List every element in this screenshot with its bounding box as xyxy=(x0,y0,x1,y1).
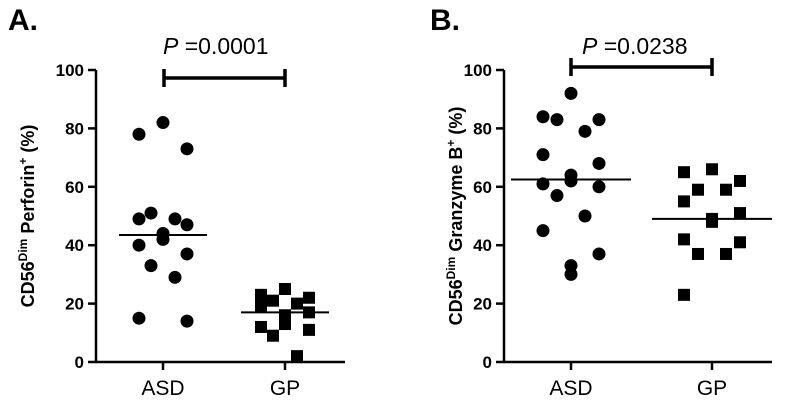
data-point xyxy=(720,183,732,196)
data-point xyxy=(692,183,704,196)
data-point xyxy=(132,238,146,252)
data-point xyxy=(291,350,303,363)
data-point xyxy=(564,267,578,281)
data-point xyxy=(720,247,732,260)
y-tick-label: 0 xyxy=(75,353,84,372)
data-point xyxy=(550,113,564,127)
data-point xyxy=(550,189,564,203)
data-point xyxy=(180,314,194,328)
data-point xyxy=(592,180,606,194)
data-point xyxy=(536,177,550,191)
y-axis-label: CD56Dim Perforin+ (%) xyxy=(16,125,38,308)
data-point xyxy=(678,288,690,301)
y-tick-label: 80 xyxy=(473,119,492,138)
p-value-label: P =0.0001 xyxy=(163,33,269,59)
y-tick-label: 40 xyxy=(473,236,492,255)
data-point xyxy=(678,233,690,246)
data-point xyxy=(303,323,315,336)
y-tick-label: 100 xyxy=(56,61,84,80)
data-point xyxy=(536,224,550,238)
data-point xyxy=(592,247,606,261)
y-tick-label: 60 xyxy=(473,178,492,197)
data-point xyxy=(734,207,746,220)
data-point xyxy=(156,116,170,130)
y-tick-label: 20 xyxy=(473,295,492,314)
x-category-label: GP xyxy=(270,377,300,400)
data-point xyxy=(168,270,182,284)
data-point xyxy=(692,247,704,260)
data-point xyxy=(255,288,267,301)
data-point xyxy=(255,320,267,333)
data-point xyxy=(144,206,158,220)
data-point xyxy=(180,247,194,261)
data-point xyxy=(592,156,606,170)
data-point xyxy=(180,218,194,232)
data-point xyxy=(156,232,170,246)
x-category-label: ASD xyxy=(549,377,592,400)
data-point xyxy=(132,127,146,141)
panel-1: A. 0 20 40 60 80 100 ASD GP CD56Dim Perforin+ (%)… xyxy=(8,4,345,400)
data-point xyxy=(180,142,194,156)
data-point xyxy=(734,174,746,187)
data-point xyxy=(578,209,592,223)
data-point xyxy=(578,124,592,138)
y-tick-label: 20 xyxy=(65,295,84,314)
data-point xyxy=(132,311,146,325)
data-point xyxy=(564,174,578,188)
panel-letter: B. xyxy=(430,4,460,37)
y-tick-label: 80 xyxy=(65,119,84,138)
data-point xyxy=(267,329,279,342)
data-point xyxy=(303,291,315,304)
data-point xyxy=(168,212,182,226)
data-point xyxy=(132,212,146,226)
data-point xyxy=(291,297,303,310)
y-axis-label: CD56Dim Granzyme B+ (%) xyxy=(444,107,466,326)
p-value-label: P =0.0238 xyxy=(582,33,688,59)
data-point xyxy=(536,110,550,124)
data-point xyxy=(678,195,690,208)
data-point xyxy=(255,300,267,313)
data-point xyxy=(279,318,291,331)
y-tick-label: 100 xyxy=(464,61,492,80)
x-category-label: ASD xyxy=(141,377,184,400)
panel-2: B. 0 20 40 60 80 100 ASD GP CD56Dim Granzyme B+ (… xyxy=(430,4,772,400)
data-point xyxy=(678,166,690,179)
data-point xyxy=(536,148,550,162)
data-point xyxy=(592,113,606,127)
y-tick-label: 40 xyxy=(65,236,84,255)
y-tick-label: 60 xyxy=(65,178,84,197)
data-point xyxy=(706,163,718,176)
data-point xyxy=(734,236,746,249)
panel-letter: A. xyxy=(8,4,38,37)
data-point xyxy=(144,259,158,273)
data-point xyxy=(706,215,718,228)
data-point xyxy=(267,294,279,307)
data-point xyxy=(279,283,291,295)
data-point xyxy=(564,86,578,100)
y-tick-label: 0 xyxy=(483,353,492,372)
x-category-label: GP xyxy=(697,377,727,400)
